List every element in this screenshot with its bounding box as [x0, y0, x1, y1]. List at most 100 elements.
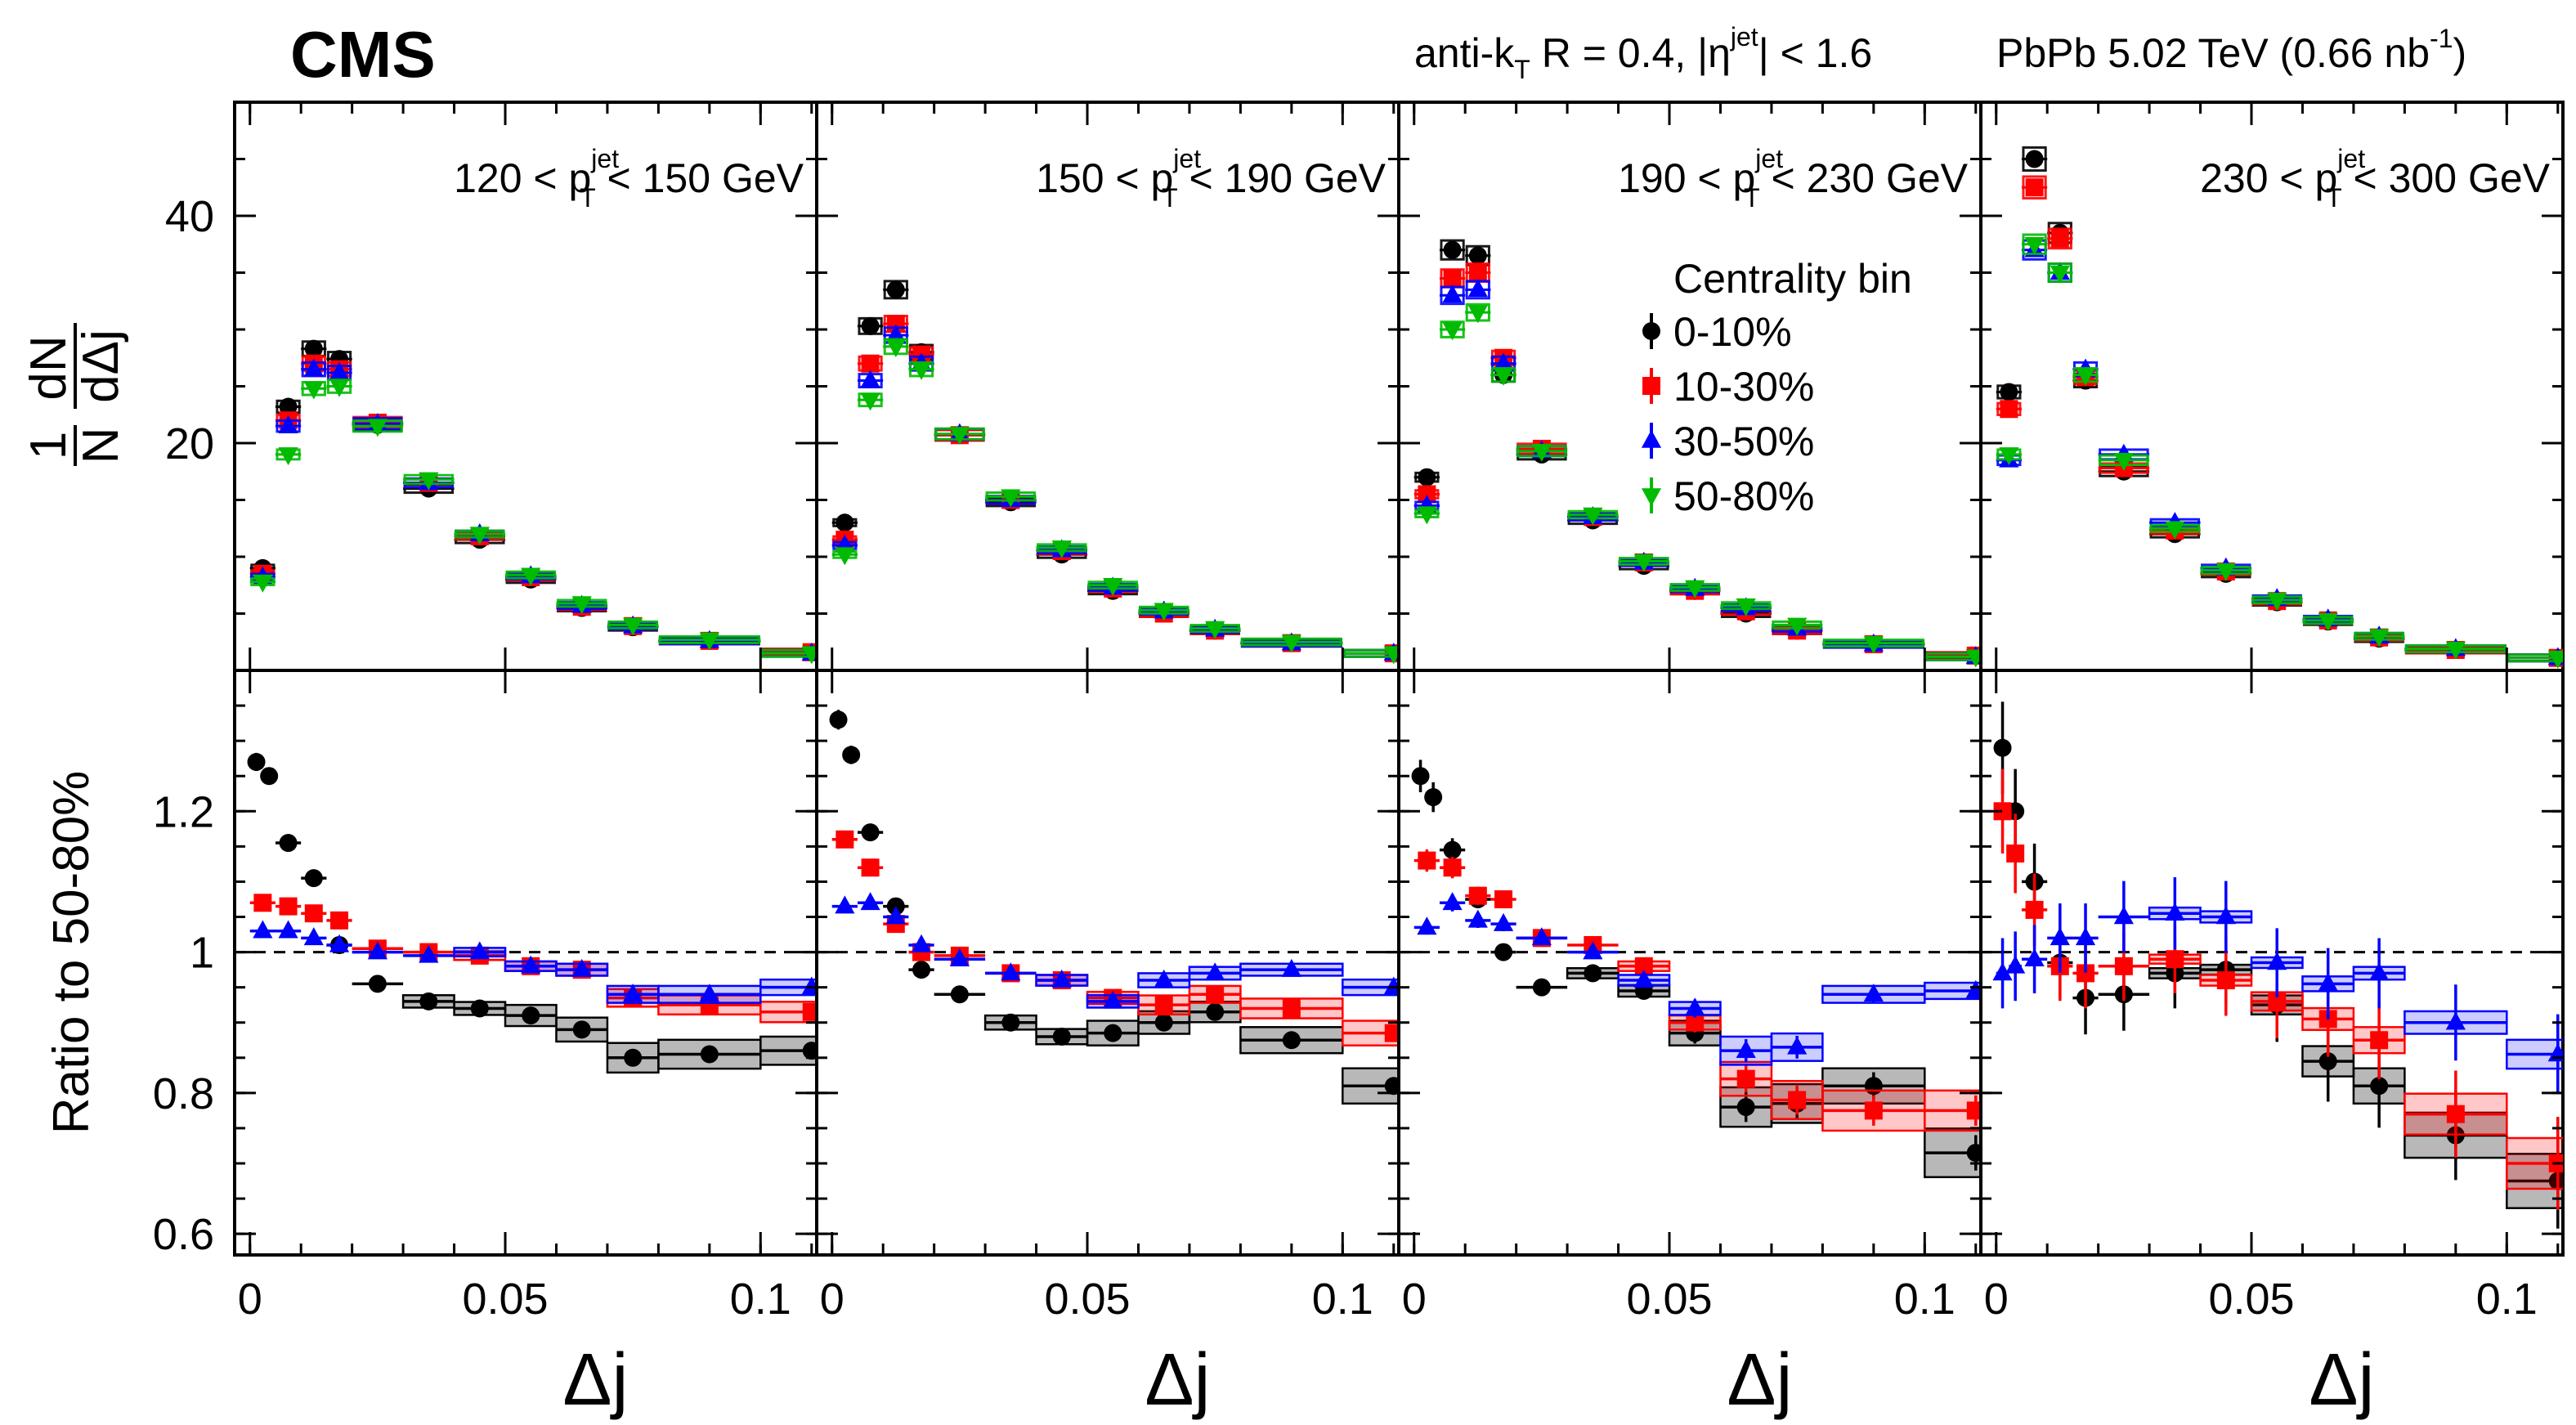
- ratio-point: [1686, 1013, 1705, 1032]
- ratio-point: [1154, 1013, 1173, 1032]
- ratio-point: [1442, 892, 1463, 911]
- ratio-point: [842, 746, 861, 764]
- ratio-series-0-10pct: [1411, 760, 1981, 1179]
- data-point: [304, 339, 323, 358]
- ratio-point: [2165, 902, 2185, 921]
- ratio-point: [2446, 1105, 2465, 1123]
- ratio-point: [1206, 985, 1225, 1004]
- ratio-point: [829, 710, 848, 729]
- data-point: [2000, 383, 2018, 401]
- data-point: [1442, 322, 1463, 341]
- data-point: [2215, 562, 2236, 581]
- ratio-point: [253, 920, 273, 939]
- x-axis-title: Δj: [1145, 1339, 1210, 1421]
- data-point: [699, 632, 719, 651]
- ratio-point: [2267, 952, 2287, 970]
- bottom-panel-data: [1981, 701, 2563, 1229]
- ratio-point: [1736, 1069, 1755, 1088]
- data-point: [2547, 650, 2563, 669]
- ratio-point: [419, 944, 439, 963]
- ratio-point: [1001, 1013, 1020, 1032]
- legend-entry: 30-50%: [1641, 419, 1814, 464]
- ratio-point: [1052, 1027, 1071, 1046]
- ratio-point: [1154, 996, 1173, 1015]
- ratio-series-30-50pct: [1413, 892, 1981, 1066]
- ratio-point: [802, 1042, 817, 1060]
- ratio-y-tick-label: 1: [190, 929, 214, 978]
- top-y-axis-title: 1 N dN dΔj: [20, 323, 129, 466]
- data-point: [885, 339, 906, 358]
- data-point: [1383, 646, 1399, 665]
- ratio-point: [2005, 955, 2026, 974]
- data-point: [2025, 150, 2044, 168]
- ratio-y-tick-label: 0.8: [153, 1069, 214, 1118]
- data-point: [2025, 178, 2044, 197]
- ratio-point: [1411, 767, 1430, 786]
- data-point: [1205, 621, 1225, 639]
- data-point: [1417, 506, 1437, 525]
- ratio-point: [2114, 957, 2133, 975]
- series-50-80pct: [249, 379, 817, 665]
- ratio-point: [1993, 738, 2012, 757]
- ratio-point: [1494, 943, 1513, 961]
- panel-pt-label: 230 < pjet T < 300 GeV: [2200, 144, 2551, 213]
- x-axis-title: Δj: [1727, 1339, 1792, 1421]
- x-axis-title: Δj: [2309, 1339, 2374, 1421]
- data-point: [329, 379, 350, 397]
- ratio-point: [522, 1006, 540, 1025]
- ratio-series-10-30pct: [249, 894, 817, 1024]
- ratio-point: [1418, 851, 1436, 870]
- ratio-point: [2076, 964, 2095, 983]
- ratio-point: [367, 941, 388, 960]
- data-point: [836, 513, 854, 532]
- series-30-50pct: [249, 358, 817, 661]
- data-point: [2000, 400, 2018, 419]
- top-panel-data: [1413, 239, 1981, 668]
- ratio-point: [1282, 999, 1301, 1018]
- ratio-point: [950, 985, 969, 1004]
- ratio-point: [1992, 962, 2013, 981]
- ratio-point: [949, 948, 970, 966]
- panel-pt-label: 150 < pjet T < 190 GeV: [1036, 144, 1387, 213]
- data-point: [278, 415, 298, 433]
- bottom-panel-frame: [1397, 669, 1982, 1257]
- ratio-point: [1154, 969, 1174, 988]
- ratio-point: [279, 834, 298, 853]
- ratio-point: [521, 955, 541, 974]
- data-point: [1736, 598, 1756, 616]
- jet-selection-label: anti-kT R = 0.4, |ηjet| < 1.6: [1414, 22, 1872, 84]
- ratio-point: [2268, 992, 2287, 1010]
- x-tick-label: 0.05: [1626, 1275, 1712, 1324]
- ratio-point: [1787, 1036, 1808, 1055]
- ratio-point: [1383, 976, 1399, 995]
- ratio-point: [253, 894, 272, 912]
- ratio-point: [1443, 858, 1462, 877]
- ratio-point: [1863, 984, 1884, 1002]
- data-point: [1442, 285, 1463, 303]
- ratio-point: [469, 941, 490, 960]
- data-point: [801, 646, 817, 665]
- ratio-point: [1384, 1077, 1399, 1096]
- panel-1: 0 0.05 0.1 120 < pjet T < 150 GeV Δj: [233, 101, 818, 1421]
- legend-marker: [1641, 488, 1662, 507]
- data-point: [2050, 265, 2070, 284]
- data-point: [860, 370, 880, 388]
- cms-logo-text: CMS: [290, 18, 436, 91]
- ratio-point: [2113, 906, 2134, 925]
- series-50-80pct: [1996, 233, 2563, 669]
- ratio-point: [1103, 990, 1123, 1009]
- data-point: [2369, 629, 2390, 648]
- panel-pt-label: 190 < pjet T < 230 GeV: [1618, 144, 1969, 213]
- data-point: [1531, 443, 1552, 462]
- bottom-panel-data: [235, 752, 817, 1074]
- ratio-point: [1993, 802, 2012, 821]
- panel-4: 0 0.05 0.1 230 < pjet T < 300 GeV Δj: [1979, 101, 2565, 1421]
- bottom-panel-data: [1399, 760, 1981, 1179]
- bottom-panel-frame: [1979, 669, 2565, 1257]
- ratio-point: [801, 976, 817, 995]
- data-point: [2075, 367, 2096, 386]
- x-axis-title: Δj: [562, 1339, 628, 1421]
- legend-label: 10-30%: [1673, 364, 1814, 410]
- top-panel-data: [1996, 146, 2563, 669]
- legend-title: Centrality bin: [1673, 256, 1912, 302]
